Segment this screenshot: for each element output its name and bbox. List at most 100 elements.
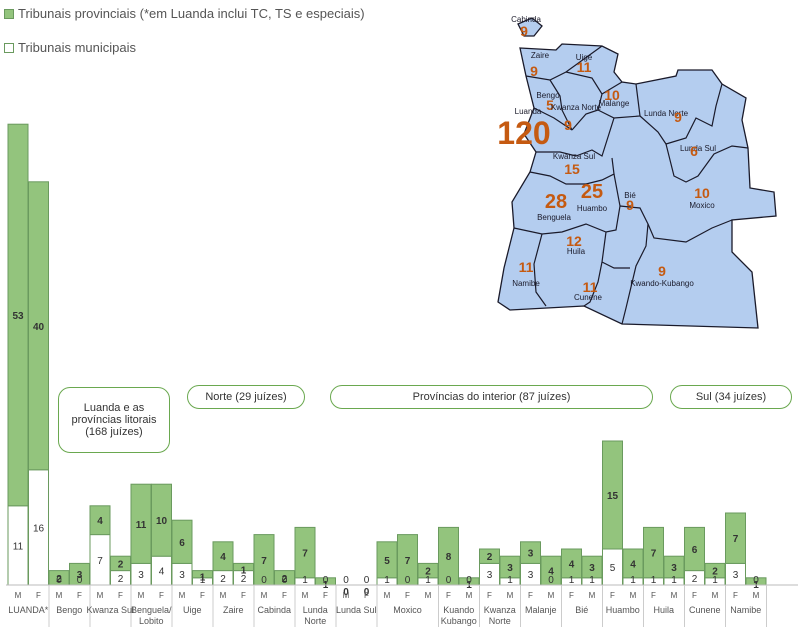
data-label-municipal: 2 [220,574,226,585]
axis-sub-label: F [77,591,82,600]
bar-stack: 17 [294,526,316,586]
data-label-provincial: 53 [12,311,24,322]
axis-sub-label: M [343,591,350,600]
data-label-provincial: 4 [97,516,103,527]
map-province-label: Kwanza Norte 9 [551,103,602,133]
data-label-provincial: 5 [384,556,390,567]
axis-sub-label: F [569,591,574,600]
category-label: Norte [304,616,326,626]
category-label: Lobito [139,616,164,626]
axis-sub-label: M [384,591,391,600]
data-label-municipal: 0 [77,575,83,586]
axis-sub-label: M [466,591,473,600]
axis-sub-label: F [364,591,369,600]
data-label-municipal: 0 [56,575,62,586]
bar-stack: 15 [376,541,398,586]
axis-sub-label: M [671,591,678,600]
data-label-provincial: 3 [507,563,513,574]
axis-sub-label: M [56,591,63,600]
data-label-municipal: 1 [302,575,308,586]
axis-sub-label: M [425,591,432,600]
category-label: Namibe [730,605,761,615]
data-label-municipal: 1 [712,575,718,586]
callout-sul: Sul (34 juízes) [670,385,792,409]
bar-stack: 00 [343,575,349,598]
bar-stack: 11 [192,570,213,586]
map-province-value: 15 [564,161,580,177]
map-province-value: 9 [674,109,682,125]
data-label-municipal: 1 [630,575,636,586]
data-label-municipal: 0 [282,575,288,586]
bar-provincial [171,519,193,564]
data-label-municipal: 3 [138,570,144,581]
data-label-provincial: 4 [569,559,575,570]
axis-sub-label: F [610,591,615,600]
map-province-value: 28 [545,191,567,213]
data-label-municipal: 16 [33,523,45,534]
axis-sub-label: F [282,591,287,600]
axis-sub-label: F [487,591,492,600]
map-province-name: Lunda Norte [644,109,689,118]
data-label-provincial: 10 [156,516,168,527]
data-label-provincial: 11 [136,520,147,531]
data-label-municipal: 0 [446,575,452,586]
data-label-municipal: 2 [118,574,124,585]
bar-stack: 32 [479,548,500,586]
axis-sub-label: F [405,591,410,600]
bar-stack: 12 [417,562,439,586]
bar-provincial [602,440,623,550]
map-province-value: 25 [581,181,603,203]
map-province-value: 9 [564,117,572,133]
bar-stack: 37 [725,512,746,586]
bar-stack: 13 [663,555,685,586]
data-label-municipal: 7 [97,556,103,567]
data-label-provincial: 7 [261,556,267,567]
data-label-provincial: 2 [712,567,718,578]
data-label-provincial: 2 [425,567,431,578]
data-label-provincial: 7 [651,549,657,560]
category-label: Benguela/ [131,605,172,615]
data-label-provincial: 3 [528,549,534,560]
bar-stack: 5 15 [602,440,623,586]
axis-sub-label: M [261,591,268,600]
data-label-provincial: 3 [671,563,677,574]
legend-label-provincial: Tribunais provinciais (*em Luanda inclui… [18,6,365,21]
data-label-municipal: 0 [261,575,267,586]
category-label: Lunda Sul [336,605,377,615]
category-label: Kuando [443,605,474,615]
axis-sub-label: M [138,591,145,600]
axis-sub-label: M [220,591,227,600]
bar-stack: 4 10 [151,483,172,586]
bar-provincial [520,541,541,564]
bar-stack: 03 [69,562,90,586]
data-label-municipal: 1 [425,575,431,586]
axis-sub-label: F [651,591,656,600]
map-province-value: 5 [546,97,554,113]
data-label-provincial: 6 [692,545,698,556]
bar-provincial [643,526,664,579]
map-province-name: Zaire [531,51,550,60]
data-label-provincial: 3 [589,563,595,574]
category-label: Huambo [606,605,640,615]
map-province-value: 11 [577,59,592,75]
map-province-name: Malange [599,99,630,108]
map-province-value: 6 [690,143,698,159]
bar-provincial [89,505,111,536]
data-label-provincial: 0 [343,587,349,598]
axis-sub-label: F [241,591,246,600]
map-province-label: Zaire 9 [530,51,550,79]
legend-municipal: Tribunais municipais [4,40,136,55]
bar-stack: 01 [315,575,336,591]
category-label: Bengo [56,605,82,615]
data-label-municipal: 4 [159,567,165,578]
data-label-provincial: 0 [364,587,370,598]
